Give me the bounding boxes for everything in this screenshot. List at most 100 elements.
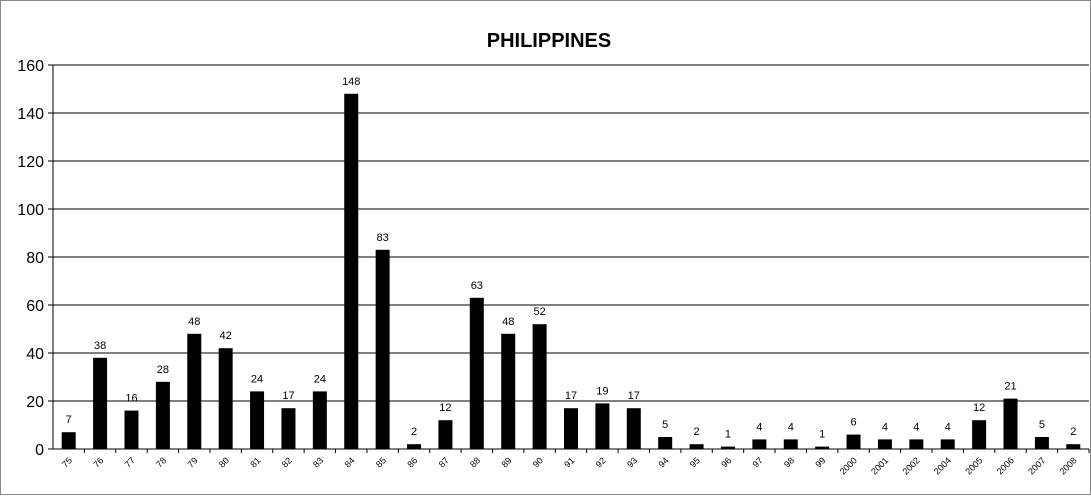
bar: [815, 446, 830, 449]
data-label: 4: [788, 421, 794, 433]
bar: [155, 381, 170, 449]
data-label: 2: [411, 426, 417, 438]
bar: [532, 324, 547, 449]
y-tick-label: 80: [26, 250, 44, 267]
data-label: 48: [188, 316, 200, 328]
bar: [438, 420, 453, 449]
data-label: 28: [157, 364, 169, 376]
x-tick-label: 88: [468, 455, 482, 469]
x-tick-label: 82: [280, 455, 294, 469]
data-label: 83: [377, 232, 389, 244]
x-tick-label: 84: [343, 455, 357, 469]
bar: [783, 439, 798, 449]
x-tick-label: 2002: [901, 455, 922, 476]
bar: [344, 93, 359, 450]
x-tick-label: 93: [625, 455, 639, 469]
data-label: 6: [850, 417, 856, 429]
bar: [1066, 444, 1081, 449]
y-tick-label: 100: [17, 202, 44, 219]
data-label: 12: [439, 402, 451, 414]
y-tick-label: 40: [26, 346, 44, 363]
data-label: 2: [694, 426, 700, 438]
data-label: 24: [314, 373, 326, 385]
data-label: 12: [973, 402, 985, 414]
bar: [752, 439, 767, 449]
bar: [281, 408, 296, 449]
x-tick-label: 94: [656, 455, 670, 469]
x-tick-label: 99: [813, 455, 827, 469]
x-tick-label: 2008: [1057, 455, 1078, 476]
data-label: 1: [725, 429, 731, 441]
x-tick-label: 2000: [838, 455, 859, 476]
bar: [846, 434, 861, 449]
x-tick-label: 96: [719, 455, 733, 469]
bar: [689, 444, 704, 449]
bar: [658, 437, 673, 449]
x-tick-label: 79: [186, 455, 200, 469]
y-tick-label: 0: [35, 442, 44, 459]
x-tick-label: 78: [154, 455, 168, 469]
x-tick-label: 95: [688, 455, 702, 469]
x-tick-label: 89: [499, 455, 513, 469]
bar: [407, 444, 422, 449]
x-tick-label: 75: [60, 455, 74, 469]
data-label: 17: [628, 390, 640, 402]
bar: [1003, 398, 1018, 449]
x-tick-label: 97: [751, 455, 765, 469]
x-tick-label: 83: [311, 455, 325, 469]
bar: [877, 439, 892, 449]
bar: [501, 333, 516, 449]
bar: [564, 408, 578, 449]
bar: [250, 391, 265, 449]
data-label: 2: [1070, 426, 1076, 438]
data-label: 16: [125, 393, 137, 405]
y-tick-label: 120: [17, 154, 44, 171]
data-label: 5: [662, 419, 668, 431]
bar: [218, 348, 233, 449]
bar: [1034, 437, 1049, 449]
y-axis: 0 20 40 60 80 100 120 140 160: [17, 58, 54, 459]
data-label: 21: [1004, 381, 1016, 393]
bar: [909, 439, 924, 449]
x-axis: 75 76 77 78 79 80 81 82 83 84 85 86 87 88 89 90 91 92 93 94…: [53, 448, 1090, 477]
x-tick-label: 86: [405, 455, 419, 469]
bar: [312, 391, 327, 449]
bars: [61, 93, 1081, 450]
y-tick-label: 20: [26, 394, 44, 411]
x-tick-label: 87: [437, 455, 451, 469]
bar: [720, 446, 735, 449]
bar: [626, 408, 641, 449]
bar: [61, 432, 76, 449]
data-label: 17: [282, 390, 294, 402]
data-label: 38: [94, 340, 106, 352]
x-tick-label: 76: [91, 455, 105, 469]
x-tick-label: 92: [594, 455, 608, 469]
x-tick-label: 98: [782, 455, 796, 469]
x-tick-label: 90: [531, 455, 545, 469]
x-tick-label: 2007: [1026, 455, 1047, 476]
bar: [375, 249, 390, 449]
x-tick-label: 91: [562, 455, 576, 469]
data-label: 52: [533, 306, 545, 318]
data-label: 4: [945, 421, 951, 433]
data-label: 148: [342, 76, 360, 88]
data-label: 4: [756, 421, 762, 433]
bar: [93, 357, 108, 449]
x-tick-label: 2001: [869, 455, 890, 476]
bar: [595, 403, 610, 449]
data-label: 5: [1039, 419, 1045, 431]
x-tick-label: 2005: [963, 455, 984, 476]
data-label: 48: [502, 316, 514, 328]
data-label: 4: [913, 421, 919, 433]
x-tick-label: 85: [374, 455, 388, 469]
bar: [940, 439, 955, 449]
x-tick-label: 2006: [995, 455, 1016, 476]
bar: [124, 410, 139, 449]
y-tick-label: 60: [26, 298, 44, 315]
chart-title: PHILIPPINES: [487, 30, 611, 52]
x-tick-label: 80: [217, 455, 231, 469]
data-label: 17: [565, 390, 577, 402]
